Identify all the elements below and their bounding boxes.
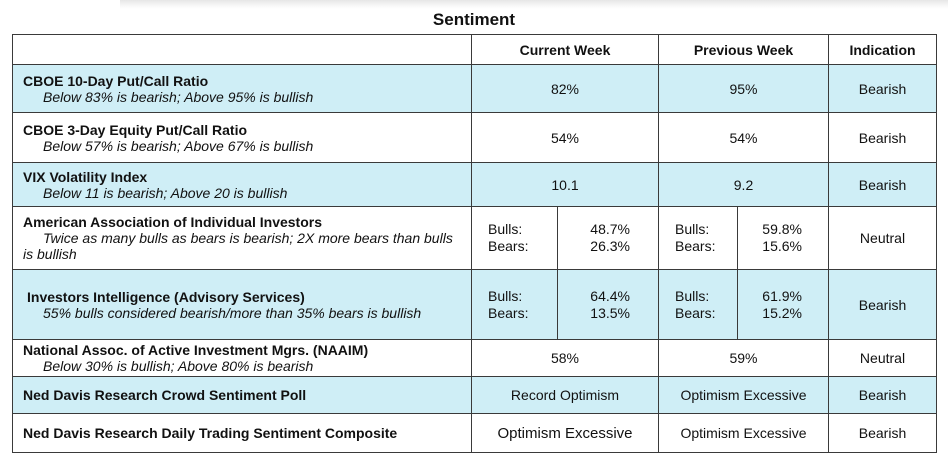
indication-value: Bearish [828,64,937,113]
bulls-label: Bulls: [675,221,710,237]
indicator-name: American Association of Individual Inves… [23,214,322,230]
current-week-value: 54% [471,112,659,163]
current-bulls-value: 48.7% [590,221,630,237]
indicator-cell: Ned Davis Research Crowd Sentiment Poll [12,376,472,414]
bears-label: Bears: [488,238,529,254]
table-row: VIX Volatility Index Below 11 is bearish… [12,162,937,207]
indicator-cell: Ned Davis Research Daily Trading Sentime… [12,413,472,453]
indicator-description: Below 57% is bearish; Above 67% is bulli… [43,137,314,154]
previous-week-value: 9.2 [658,162,829,207]
indicator-description: Below 30% is bullish; Above 80% is beari… [43,358,314,374]
current-week-value: 82% [471,64,659,113]
previous-percentages: 61.9% 15.2% [737,269,829,340]
header-previous-week: Previous Week [658,34,829,65]
indicator-description: Below 83% is bearish; Above 95% is bulli… [43,88,314,105]
header-indicator [12,34,472,65]
indicator-name: National Assoc. of Active Investment Mgr… [23,342,369,358]
indicator-cell: CBOE 3-Day Equity Put/Call Ratio Below 5… [12,112,472,163]
current-week-value: Record Optimism [471,376,659,414]
table-header-row: Current Week Previous Week Indication [12,34,937,65]
table-row: National Assoc. of Active Investment Mgr… [12,339,937,377]
indication-value: Bearish [828,269,937,340]
current-labels: Bulls: Bears: [471,269,558,340]
current-bears-value: 13.5% [590,304,630,321]
indicator-cell: National Assoc. of Active Investment Mgr… [12,339,472,377]
indication-value: Neutral [828,206,937,270]
table-row: Ned Davis Research Crowd Sentiment Poll … [12,376,937,414]
indicator-description: Twice as many bulls as bears is bearish;… [23,230,453,262]
window-top-shadow [120,0,948,9]
indication-value: Bearish [828,162,937,207]
indicator-name: Ned Davis Research Crowd Sentiment Poll [23,387,307,403]
indicator-cell: VIX Volatility Index Below 11 is bearish… [12,162,472,207]
current-bears-value: 26.3% [590,238,630,254]
current-labels: Bulls: Bears: [471,206,558,270]
table-row: Ned Davis Research Daily Trading Sentime… [12,413,937,453]
indicator-cell: CBOE 10-Day Put/Call Ratio Below 83% is … [12,64,472,113]
indication-value: Bearish [828,112,937,163]
current-percentages: 64.4% 13.5% [557,269,659,340]
previous-bears-value: 15.2% [762,304,802,321]
bulls-label: Bulls: [488,287,523,304]
indication-value: Bearish [828,413,937,453]
bears-label: Bears: [488,304,529,321]
indicator-name: Ned Davis Research Daily Trading Sentime… [23,425,398,441]
previous-week-value: Optimism Excessive [658,413,829,453]
table-row: American Association of Individual Inves… [12,206,937,270]
table-row: CBOE 3-Day Equity Put/Call Ratio Below 5… [12,112,937,163]
bulls-label: Bulls: [675,287,710,304]
previous-week-value: 95% [658,64,829,113]
current-bulls-value: 64.4% [590,287,630,304]
indicator-cell: American Association of Individual Inves… [12,206,472,270]
sentiment-table: Current Week Previous Week Indication CB… [12,34,937,453]
current-week-value: Optimism Excessive [471,413,659,453]
indication-value: Neutral [828,339,937,377]
previous-week-value: 54% [658,112,829,163]
previous-bulls-value: 61.9% [762,287,802,304]
bears-label: Bears: [675,238,716,254]
indicator-description: Below 11 is bearish; Above 20 is bullish [43,184,288,201]
indicator-name: CBOE 3-Day Equity Put/Call Ratio [23,121,248,138]
page-title: Sentiment [432,10,516,29]
bulls-label: Bulls: [488,221,523,237]
previous-week-value: Optimism Excessive [658,376,829,414]
indicator-name: CBOE 10-Day Put/Call Ratio [23,72,209,89]
indicator-name: VIX Volatility Index [23,168,148,185]
previous-percentages: 59.8% 15.6% [737,206,829,270]
previous-labels: Bulls: Bears: [658,269,738,340]
previous-bulls-value: 59.8% [762,221,802,237]
indication-value: Bearish [828,376,937,414]
indicator-name: Investors Intelligence (Advisory Service… [27,288,305,305]
bears-label: Bears: [675,304,716,321]
previous-week-value: 59% [658,339,829,377]
header-current-week: Current Week [471,34,659,65]
indicator-cell: Investors Intelligence (Advisory Service… [12,269,472,340]
table-row: Investors Intelligence (Advisory Service… [12,269,937,340]
indicator-description: 55% bulls considered bearish/more than 3… [43,304,422,321]
previous-bears-value: 15.6% [762,238,802,254]
current-percentages: 48.7% 26.3% [557,206,659,270]
header-indication: Indication [828,34,937,65]
table-row: CBOE 10-Day Put/Call Ratio Below 83% is … [12,64,937,113]
current-week-value: 10.1 [471,162,659,207]
current-week-value: 58% [471,339,659,377]
previous-labels: Bulls: Bears: [658,206,738,270]
